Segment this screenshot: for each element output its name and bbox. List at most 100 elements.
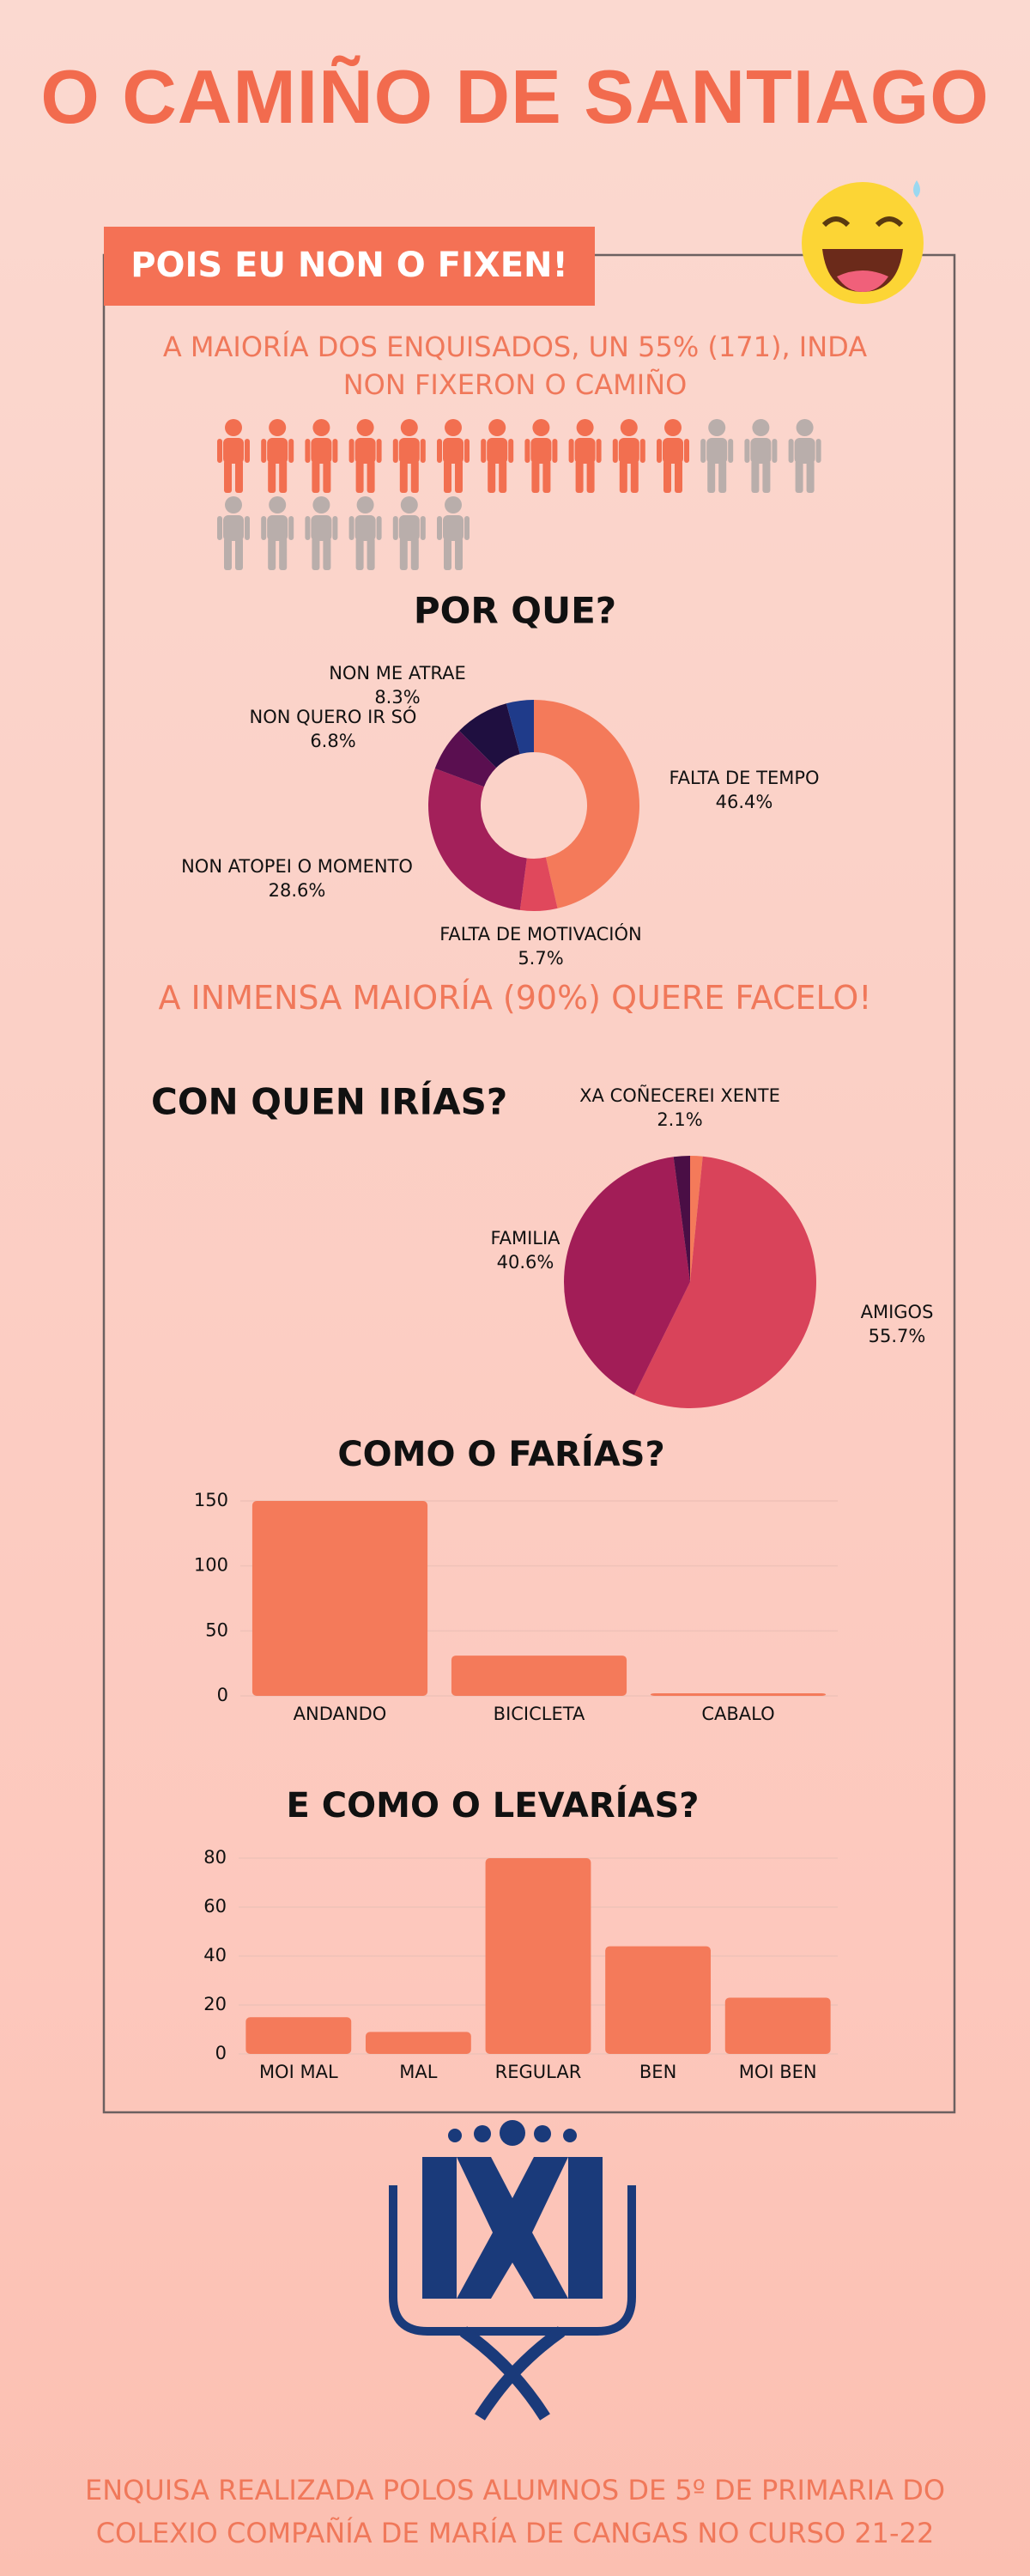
torso: [398, 515, 420, 541]
head: [664, 419, 682, 436]
leg: [630, 460, 639, 493]
slice: [564, 1157, 690, 1395]
slice: [506, 700, 534, 755]
arm: [508, 439, 514, 463]
headline: A MAIORÍA DOS ENQUISADOS, UN 55% (171), …: [162, 331, 868, 401]
head: [356, 496, 374, 513]
arm: [788, 439, 794, 463]
x-tick-label: MOI BEN: [739, 2062, 817, 2082]
leg: [455, 538, 463, 570]
person-icon: [217, 419, 250, 493]
torso: [311, 515, 332, 541]
person-icon: [392, 419, 426, 493]
head: [752, 419, 770, 436]
arm: [612, 439, 618, 463]
leg: [410, 538, 419, 570]
leg: [488, 460, 496, 493]
person-icon: [261, 496, 294, 570]
bar: [650, 1692, 827, 1696]
head: [225, 496, 242, 513]
leg: [323, 538, 331, 570]
arm: [348, 439, 354, 463]
leg: [312, 538, 320, 570]
head: [620, 419, 638, 436]
head: [400, 496, 418, 513]
slice: [673, 1156, 690, 1282]
slice-label: NON ME ATRAE: [329, 663, 466, 683]
x-tick-label: REGULAR: [495, 2062, 582, 2082]
arm: [392, 439, 398, 463]
arm: [744, 439, 750, 463]
torso: [663, 438, 683, 464]
leg: [575, 460, 584, 493]
arm: [815, 439, 821, 463]
slice: [434, 731, 497, 787]
slice-label: FALTA DE TEMPO: [669, 768, 819, 788]
torso: [487, 438, 508, 464]
chart-title: COMO O FARÍAS?: [337, 1433, 664, 1474]
y-tick-label: 20: [203, 1994, 227, 2014]
torso: [794, 438, 815, 464]
arm: [245, 439, 250, 463]
arm: [464, 516, 470, 540]
page-title: O CAMIÑO DE SANTIAGO: [40, 54, 990, 139]
arm: [772, 439, 778, 463]
leg: [762, 460, 771, 493]
leg: [751, 460, 760, 493]
y-tick-label: 50: [205, 1619, 228, 1640]
person-icon: [348, 419, 382, 493]
head: [796, 419, 814, 436]
y-tick-label: 150: [194, 1490, 228, 1510]
leg: [675, 460, 682, 493]
arm: [568, 439, 574, 463]
head: [445, 419, 462, 436]
leg: [399, 460, 408, 493]
bar: [485, 1858, 591, 2054]
arm: [348, 516, 354, 540]
arm: [245, 516, 250, 540]
person-icon: [305, 419, 338, 493]
bar: [605, 1946, 712, 2054]
arm: [657, 439, 662, 463]
person-icon: [305, 496, 338, 570]
emoji: [802, 180, 924, 304]
leg: [279, 538, 288, 570]
torso: [706, 438, 728, 464]
slice-value-label: 8.3%: [374, 687, 420, 708]
slice: [428, 768, 527, 910]
slice-label: AMIGOS: [861, 1302, 934, 1322]
bar: [245, 2017, 352, 2054]
torso: [443, 515, 464, 541]
leg: [224, 538, 232, 570]
slice: [690, 1156, 703, 1282]
person-icon: [657, 419, 689, 493]
slice-label: FALTA DE MOTIVACIÓN: [439, 923, 641, 945]
slice-value-label: 46.4%: [716, 792, 773, 812]
y-tick-label: 0: [217, 1685, 228, 1705]
arm: [481, 439, 487, 463]
arm: [288, 516, 294, 540]
arm: [596, 439, 602, 463]
torso: [398, 438, 420, 464]
head: [708, 419, 726, 436]
leg: [367, 538, 375, 570]
person-icon: [437, 419, 470, 493]
torso: [223, 438, 244, 464]
arm: [437, 439, 442, 463]
chart-title: CON QUEN IRÍAS?: [151, 1080, 507, 1123]
slice-value-label: 55.7%: [869, 1326, 926, 1346]
head: [312, 496, 330, 513]
head: [576, 419, 594, 436]
person-icon: [392, 496, 426, 570]
x-tick-label: BEN: [639, 2062, 676, 2082]
leg: [367, 460, 375, 493]
person-icon: [568, 419, 602, 493]
head: [225, 419, 242, 436]
torso: [354, 438, 376, 464]
leg: [268, 460, 276, 493]
leg: [619, 460, 627, 493]
leg: [718, 460, 727, 493]
subheadline: A INMENSA MAIORÍA (90%) QUERE FACELO!: [158, 979, 872, 1017]
head: [400, 419, 418, 436]
